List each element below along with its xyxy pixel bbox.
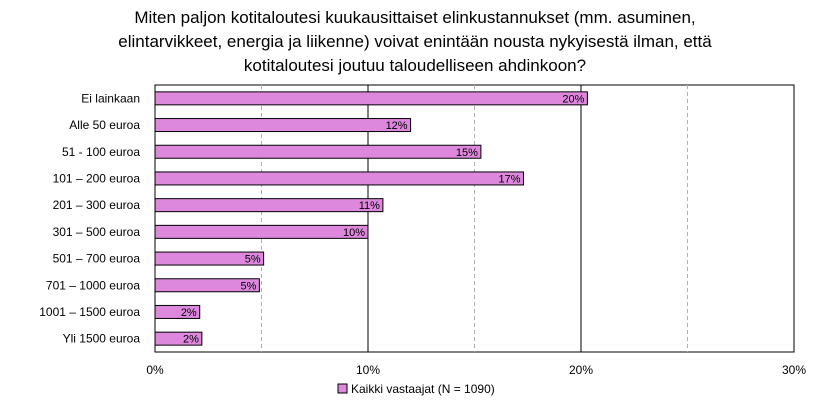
bar — [154, 118, 412, 133]
bar — [154, 171, 524, 186]
x-tick-label: 30% — [782, 363, 806, 377]
category-label: 101 – 200 euroa — [53, 171, 141, 185]
category-label: 1001 – 1500 euroa — [39, 305, 140, 319]
bar — [154, 304, 201, 319]
legend-label: Kaikki vastaajat (N = 1090) — [351, 382, 495, 396]
category-label: Ei lainkaan — [81, 91, 140, 105]
bar — [154, 224, 369, 239]
x-tick-label: 10% — [356, 363, 380, 377]
category-label: Yli 1500 euroa — [63, 332, 141, 346]
bar — [154, 198, 384, 213]
category-label: 201 – 300 euroa — [53, 198, 141, 212]
data-label: 20% — [562, 93, 584, 105]
category-label: 51 - 100 euroa — [62, 145, 140, 159]
title-line-3: kotitaloutesi joutuu taloudelliseen ahdi… — [243, 56, 587, 75]
data-label: 17% — [498, 173, 520, 185]
legend-swatch — [337, 383, 348, 394]
data-label: 2% — [181, 307, 197, 319]
category-label: 701 – 1000 euroa — [46, 278, 140, 292]
legend: Kaikki vastaajat (N = 1090) — [337, 382, 495, 396]
data-label: 11% — [359, 200, 380, 212]
bar — [154, 251, 265, 266]
category-label: 501 – 700 euroa — [53, 252, 141, 266]
category-label: 301 – 500 euroa — [53, 225, 141, 239]
bar — [154, 278, 260, 293]
data-label: 10% — [343, 227, 365, 239]
x-tick-label: 20% — [569, 363, 593, 377]
category-label: Alle 50 euroa — [69, 118, 140, 132]
data-label: 5% — [240, 280, 256, 292]
data-label: 5% — [245, 254, 261, 266]
title-line-2: elintarvikkeet, energia ja liikenne) voi… — [118, 32, 712, 51]
bar — [154, 331, 203, 346]
data-label: 15% — [456, 147, 478, 159]
labels-layer: 0% 10% 20% 30% Ei lainkaan 20% Alle 50 euroa 12… — [39, 91, 806, 377]
bar — [154, 91, 588, 106]
data-label: 12% — [386, 120, 408, 132]
data-label: 2% — [183, 334, 199, 346]
chart-title: Miten paljon kotitaloutesi kuukausittais… — [60, 6, 770, 78]
x-tick-label: 0% — [146, 363, 164, 377]
title-line-1: Miten paljon kotitaloutesi kuukausittais… — [134, 8, 696, 27]
bars-layer — [154, 91, 588, 346]
bar — [154, 144, 482, 159]
